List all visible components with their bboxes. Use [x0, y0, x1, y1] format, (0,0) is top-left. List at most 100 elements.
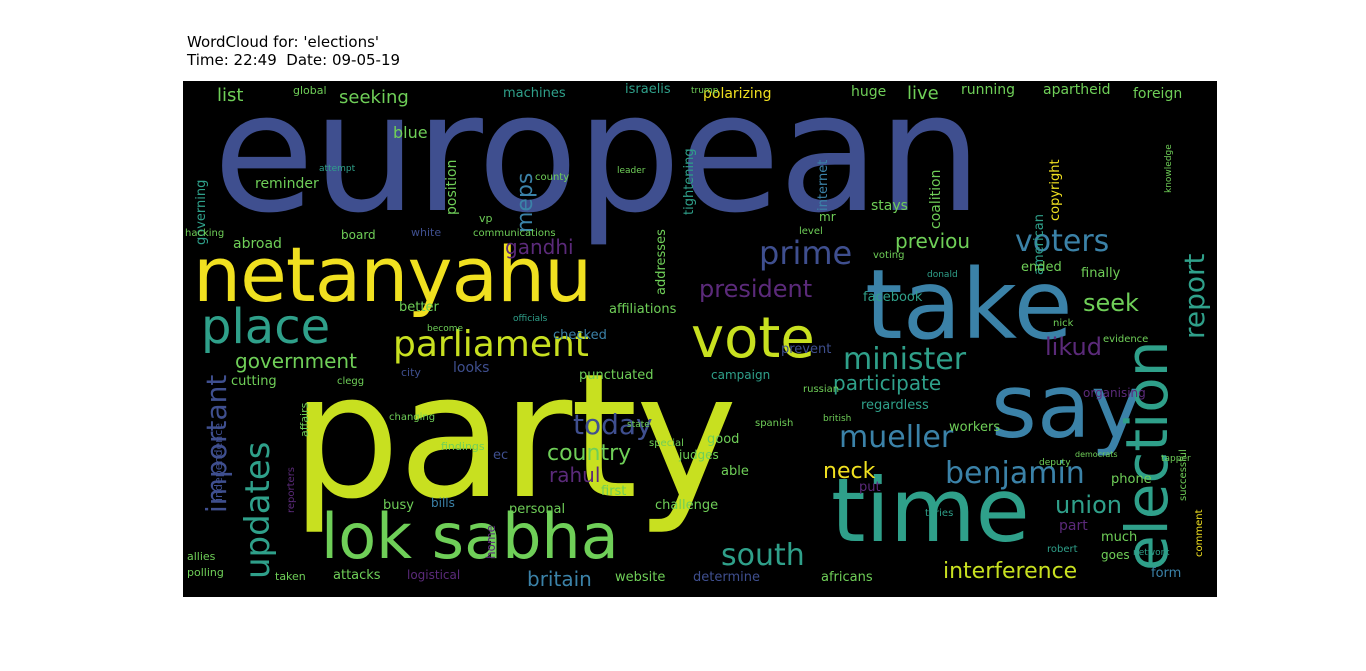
word-apartheid: apartheid: [1043, 82, 1111, 98]
word-reporters: reporters: [286, 466, 297, 513]
word-israelis: israelis: [625, 82, 671, 97]
word-live: live: [907, 83, 939, 104]
word-checked: checked: [553, 328, 607, 343]
word-hacking: hacking: [185, 228, 225, 239]
word-mr: mr: [819, 210, 836, 224]
word-ended: ended: [1021, 260, 1062, 275]
word-evidence: evidence: [1103, 334, 1149, 345]
word-rahul: rahul: [549, 463, 601, 487]
word-seek: seek: [1083, 289, 1139, 317]
word-tightening: tightening: [682, 148, 697, 215]
word-addresses: addresses: [654, 229, 669, 295]
word-huge: huge: [851, 84, 887, 100]
word-neck: neck: [823, 459, 876, 484]
word-better: better: [399, 300, 439, 315]
word-personal: personal: [509, 502, 566, 517]
word-polling: polling: [187, 566, 224, 579]
word-copyright: copyright: [1048, 159, 1063, 221]
word-comment: comment: [1194, 509, 1205, 557]
word-website: website: [615, 570, 666, 585]
word-britain: britain: [527, 567, 592, 591]
word-goes: goes: [1101, 548, 1130, 562]
word-coalition: coalition: [928, 169, 944, 229]
word-mueller: mueller: [839, 420, 954, 455]
word-democrats: democrats: [1075, 450, 1118, 459]
word-taken: taken: [275, 570, 306, 583]
word-board: board: [341, 228, 376, 242]
word-polarizing: polarizing: [703, 86, 772, 102]
word-level: level: [799, 226, 823, 237]
word-place: place: [201, 299, 331, 355]
word-county: county: [535, 172, 570, 183]
word-time: time: [831, 459, 1030, 562]
word-deputy: deputy: [1039, 458, 1071, 468]
word-cutting: cutting: [231, 374, 277, 389]
word-reminder: reminder: [255, 176, 319, 192]
word-updates: updates: [238, 441, 278, 579]
word-interference: interference: [943, 559, 1078, 584]
word-special: special: [649, 438, 684, 449]
word-today: today: [573, 408, 653, 441]
wordcloud-image: european party netanyahu take time say l…: [183, 81, 1217, 597]
word-south: south: [721, 538, 805, 573]
word-prime: prime: [759, 234, 853, 272]
word-nick: nick: [1053, 318, 1074, 329]
word-blue: blue: [393, 123, 428, 142]
word-attacks: attacks: [333, 568, 381, 583]
word-voters: voters: [1015, 224, 1110, 259]
word-africans: africans: [821, 570, 873, 585]
word-determine: determine: [693, 570, 760, 585]
word-country: country: [547, 441, 632, 466]
word-form: form: [1151, 566, 1182, 581]
word-white: white: [411, 226, 442, 239]
word-looks: looks: [453, 360, 490, 376]
word-parliament: parliament: [393, 324, 589, 365]
word-punctuated: punctuated: [579, 368, 654, 383]
word-donald: donald: [927, 270, 958, 280]
word-challenge: challenge: [655, 498, 719, 513]
word-vp: vp: [479, 212, 493, 225]
word-government: government: [235, 349, 357, 373]
word-attempt: attempt: [319, 164, 356, 174]
word-bills: bills: [431, 496, 455, 510]
word-british: british: [823, 414, 852, 424]
word-benjamin: benjamin: [945, 456, 1085, 491]
word-findings: findings: [441, 440, 485, 453]
word-campaign: campaign: [711, 368, 771, 382]
word-spanish: spanish: [755, 418, 794, 429]
word-state: state: [627, 420, 650, 430]
word-netanyahu: netanyahu: [193, 230, 592, 319]
word-president: president: [699, 275, 813, 303]
word-allies: allies: [187, 550, 216, 563]
word-organising: organising: [1083, 386, 1146, 400]
word-affiliations: affiliations: [609, 302, 677, 317]
word-communications: communications: [473, 228, 556, 239]
word-european: european: [213, 81, 982, 249]
word-gandhi: gandhi: [505, 235, 574, 259]
word-much: much: [1101, 530, 1138, 545]
word-voting: voting: [873, 250, 905, 261]
word-busy: busy: [383, 498, 414, 513]
word-participate: participate: [833, 371, 942, 395]
word-logistical: logistical: [407, 568, 461, 582]
word-tories: tories: [925, 508, 954, 519]
word-abroad: abroad: [233, 236, 282, 252]
word-workers: workers: [949, 420, 1001, 435]
word-prevent: prevent: [781, 342, 832, 357]
word-good: good: [707, 432, 740, 447]
word-phone: phone: [1111, 472, 1152, 487]
word-union: union: [1055, 491, 1122, 519]
word-take: take: [865, 249, 1073, 361]
word-seeking: seeking: [339, 87, 409, 108]
word-city: city: [401, 366, 421, 379]
word-officials: officials: [513, 314, 548, 324]
wordcloud-title: WordCloud for: 'elections': [187, 33, 380, 51]
word-judges: judges: [679, 448, 719, 462]
word-machines: machines: [503, 86, 566, 101]
word-finally: finally: [1081, 266, 1121, 281]
word-knowledge: knowledge: [1164, 144, 1174, 193]
word-independence: independence: [212, 422, 225, 501]
word-first: first: [601, 484, 627, 499]
word-internet: internet: [816, 159, 831, 211]
word-put: put: [859, 480, 881, 495]
